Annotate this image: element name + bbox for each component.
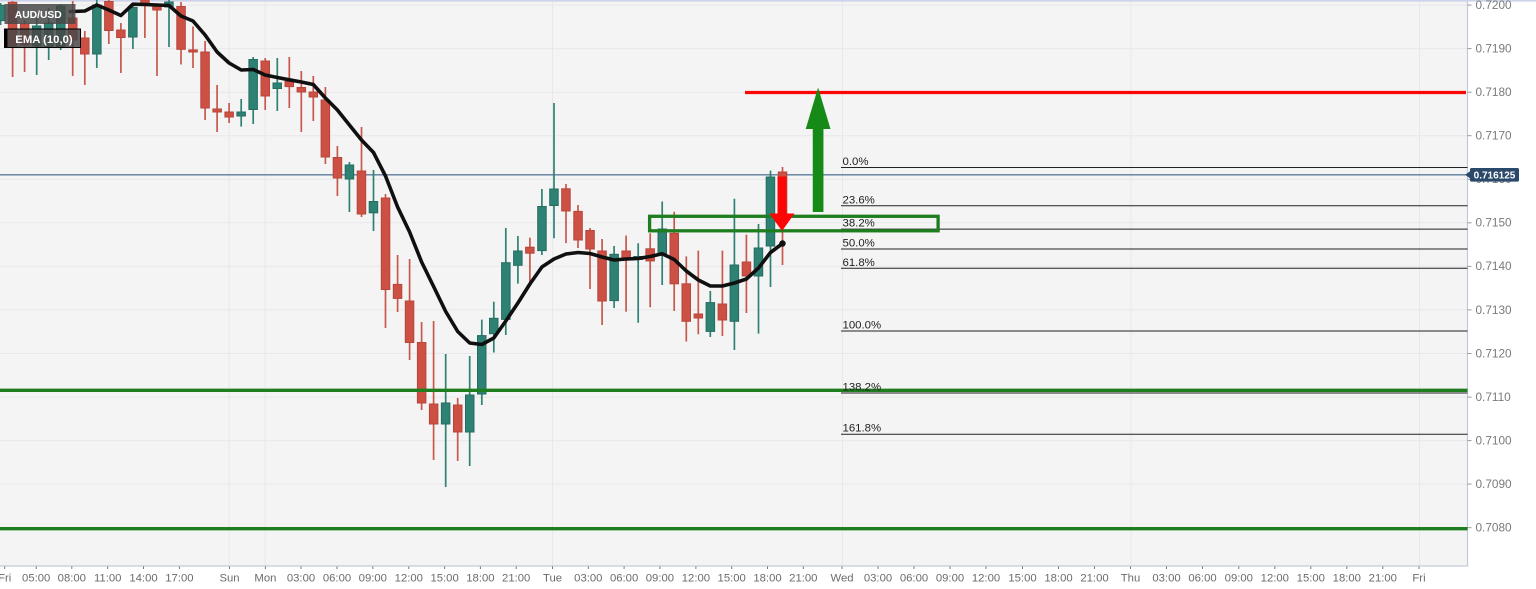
svg-text:138.2%: 138.2% — [843, 382, 882, 394]
svg-text:03:00: 03:00 — [864, 573, 892, 585]
svg-text:0.716125: 0.716125 — [1474, 170, 1516, 181]
svg-text:61.8%: 61.8% — [843, 257, 875, 269]
svg-text:12:00: 12:00 — [1261, 573, 1289, 585]
svg-text:15:00: 15:00 — [718, 573, 746, 585]
svg-text:Tue: Tue — [543, 573, 562, 585]
svg-text:0.7100: 0.7100 — [1476, 433, 1513, 447]
svg-text:Thu: Thu — [1121, 573, 1140, 585]
svg-text:21:00: 21:00 — [1369, 573, 1397, 585]
svg-text:0.7170: 0.7170 — [1476, 129, 1513, 143]
svg-text:0.7120: 0.7120 — [1476, 346, 1513, 360]
svg-text:06:00: 06:00 — [1188, 573, 1216, 585]
svg-text:15:00: 15:00 — [1297, 573, 1325, 585]
svg-text:09:00: 09:00 — [359, 573, 387, 585]
svg-text:06:00: 06:00 — [323, 573, 351, 585]
svg-text:18:00: 18:00 — [466, 573, 494, 585]
svg-text:0.0%: 0.0% — [843, 156, 869, 168]
svg-text:EMA (10,0): EMA (10,0) — [15, 34, 73, 46]
svg-text:08:00: 08:00 — [58, 573, 86, 585]
svg-text:50.0%: 50.0% — [843, 238, 875, 250]
svg-text:06:00: 06:00 — [610, 573, 638, 585]
svg-text:161.8%: 161.8% — [843, 423, 882, 435]
svg-text:21:00: 21:00 — [502, 573, 530, 585]
svg-text:21:00: 21:00 — [1080, 573, 1108, 585]
svg-text:14:00: 14:00 — [129, 573, 157, 585]
svg-text:05:00: 05:00 — [22, 573, 50, 585]
svg-text:03:00: 03:00 — [574, 573, 602, 585]
svg-text:18:00: 18:00 — [753, 573, 781, 585]
svg-text:100.0%: 100.0% — [843, 320, 882, 332]
svg-text:Sun: Sun — [219, 573, 239, 585]
svg-text:09:00: 09:00 — [646, 573, 674, 585]
svg-text:15:00: 15:00 — [1008, 573, 1036, 585]
svg-text:0.7200: 0.7200 — [1476, 0, 1513, 12]
svg-text:0.7110: 0.7110 — [1476, 390, 1512, 404]
svg-text:0.7150: 0.7150 — [1476, 216, 1513, 230]
svg-text:0.7180: 0.7180 — [1476, 85, 1513, 99]
svg-text:38.2%: 38.2% — [843, 218, 875, 230]
svg-text:03:00: 03:00 — [1152, 573, 1180, 585]
svg-text:0.7140: 0.7140 — [1476, 259, 1513, 273]
svg-text:23.6%: 23.6% — [843, 194, 875, 206]
svg-text:0.7130: 0.7130 — [1476, 303, 1513, 317]
svg-text:Fri: Fri — [0, 573, 11, 585]
svg-text:0.7080: 0.7080 — [1476, 521, 1513, 535]
svg-text:Mon: Mon — [254, 573, 276, 585]
svg-text:18:00: 18:00 — [1044, 573, 1072, 585]
svg-text:AUD/USD: AUD/USD — [15, 10, 62, 21]
svg-text:03:00: 03:00 — [287, 573, 315, 585]
svg-text:Fri: Fri — [1412, 573, 1425, 585]
svg-text:09:00: 09:00 — [1225, 573, 1253, 585]
svg-text:06:00: 06:00 — [900, 573, 928, 585]
svg-text:09:00: 09:00 — [936, 573, 964, 585]
svg-text:21:00: 21:00 — [789, 573, 817, 585]
svg-text:Wed: Wed — [830, 573, 853, 585]
svg-text:17:00: 17:00 — [165, 573, 193, 585]
svg-text:12:00: 12:00 — [682, 573, 710, 585]
svg-text:11:00: 11:00 — [94, 573, 121, 585]
svg-text:18:00: 18:00 — [1333, 573, 1361, 585]
svg-text:12:00: 12:00 — [395, 573, 423, 585]
svg-text:12:00: 12:00 — [972, 573, 1000, 585]
svg-text:15:00: 15:00 — [430, 573, 458, 585]
svg-text:0.7190: 0.7190 — [1476, 41, 1513, 55]
svg-text:0.7090: 0.7090 — [1476, 477, 1513, 491]
